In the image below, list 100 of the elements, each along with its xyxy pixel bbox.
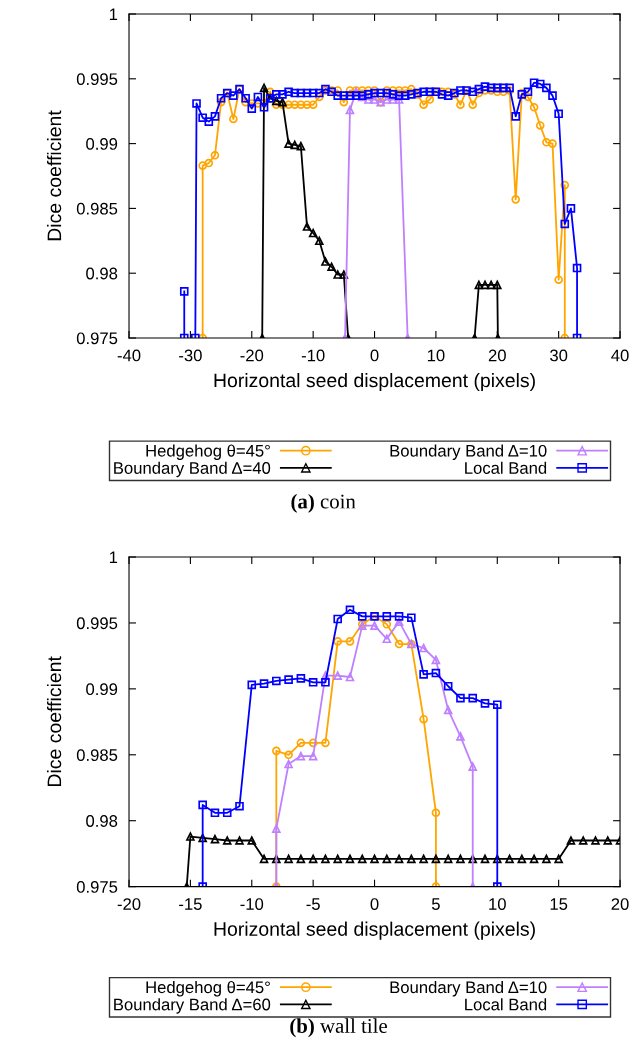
legend-label: Local Band [465, 461, 547, 474]
point [443, 681, 453, 691]
x-tick-label: -15 [179, 898, 202, 910]
point [222, 836, 232, 845]
y-tick-label: 0.99 [86, 138, 118, 150]
point [394, 639, 404, 649]
y-tick-label: 0.995 [76, 73, 118, 86]
text: (b) wall tile [290, 1018, 387, 1038]
x-axis-title: Horizontal seed displacement (pixels) [214, 372, 535, 392]
point [198, 800, 207, 810]
point [382, 619, 392, 629]
point [333, 270, 343, 279]
point [542, 854, 551, 864]
x-tick-label: -20 [240, 349, 264, 362]
point [296, 738, 306, 748]
point [388, 95, 398, 104]
point [259, 679, 269, 688]
x-tick-label: 40 [611, 349, 629, 362]
point [603, 836, 613, 845]
legend-label: Boundary Band Δ=60 [114, 998, 271, 1014]
point [419, 670, 428, 679]
point [345, 672, 355, 682]
point [210, 834, 220, 844]
point [259, 83, 269, 93]
y-axis-title: Dice coefficient [46, 656, 62, 786]
point [419, 854, 428, 864]
point [474, 280, 484, 290]
point [382, 95, 392, 104]
point [480, 280, 490, 290]
point [345, 605, 355, 615]
point [272, 676, 281, 686]
point [370, 621, 379, 630]
point [394, 612, 404, 621]
point [431, 668, 441, 678]
point [296, 674, 306, 683]
point [345, 105, 355, 115]
legend-label: Local Band [465, 998, 547, 1011]
point [296, 141, 306, 151]
point [394, 854, 404, 864]
x-tick-label: -40 [117, 349, 141, 362]
point [357, 612, 367, 621]
point [296, 751, 306, 761]
x-axis-title: Horizontal seed displacement (pixels) [214, 921, 535, 940]
point [284, 139, 293, 148]
legend-label: Boundary Band Δ=40 [114, 461, 271, 478]
point [407, 854, 416, 864]
point [314, 236, 324, 246]
point [529, 854, 539, 864]
point [321, 677, 330, 687]
point [284, 759, 293, 769]
point [327, 262, 336, 272]
legend-label: Hedgehog θ=45° [146, 444, 270, 460]
point [321, 738, 330, 748]
point [443, 854, 453, 864]
point [272, 854, 281, 864]
y-tick-label: 1 [109, 551, 118, 564]
point [284, 854, 293, 864]
point [198, 833, 207, 843]
x-tick-label: -10 [240, 898, 264, 910]
x-tick-label: 10 [489, 898, 506, 910]
x-tick-label: 5 [431, 898, 440, 910]
y-tick-label: 0.985 [76, 749, 118, 761]
point [339, 270, 349, 279]
point [259, 854, 269, 864]
x-tick-label: 15 [550, 898, 568, 910]
point [308, 751, 318, 761]
point [382, 612, 392, 621]
point [505, 854, 514, 864]
point [296, 854, 306, 864]
point [419, 643, 428, 653]
y-tick-label: 1 [109, 8, 118, 21]
point [370, 854, 379, 864]
x-tick-label: 10 [427, 349, 445, 362]
point [186, 832, 195, 841]
point [272, 824, 281, 833]
point [591, 836, 600, 845]
x-tick-label: 20 [611, 898, 629, 910]
x-tick-label: -30 [179, 349, 202, 362]
point [456, 854, 465, 864]
y-tick-label: 0.975 [76, 881, 118, 893]
point [468, 762, 478, 771]
x-tick-label: 0 [370, 349, 379, 362]
point [382, 854, 392, 864]
point [431, 655, 441, 665]
point [517, 854, 527, 864]
point [492, 700, 502, 710]
point [480, 699, 490, 708]
point [486, 280, 496, 290]
point [247, 836, 257, 845]
point [480, 854, 490, 864]
point [290, 140, 300, 150]
point [364, 95, 373, 104]
y-tick-label: 0.99 [86, 683, 118, 696]
point [456, 732, 465, 741]
point [272, 96, 281, 106]
legend-label: Boundary Band Δ=10 [390, 444, 547, 460]
point [235, 801, 244, 811]
x-tick-label: -5 [306, 898, 320, 910]
point [456, 693, 465, 703]
point [210, 808, 220, 818]
